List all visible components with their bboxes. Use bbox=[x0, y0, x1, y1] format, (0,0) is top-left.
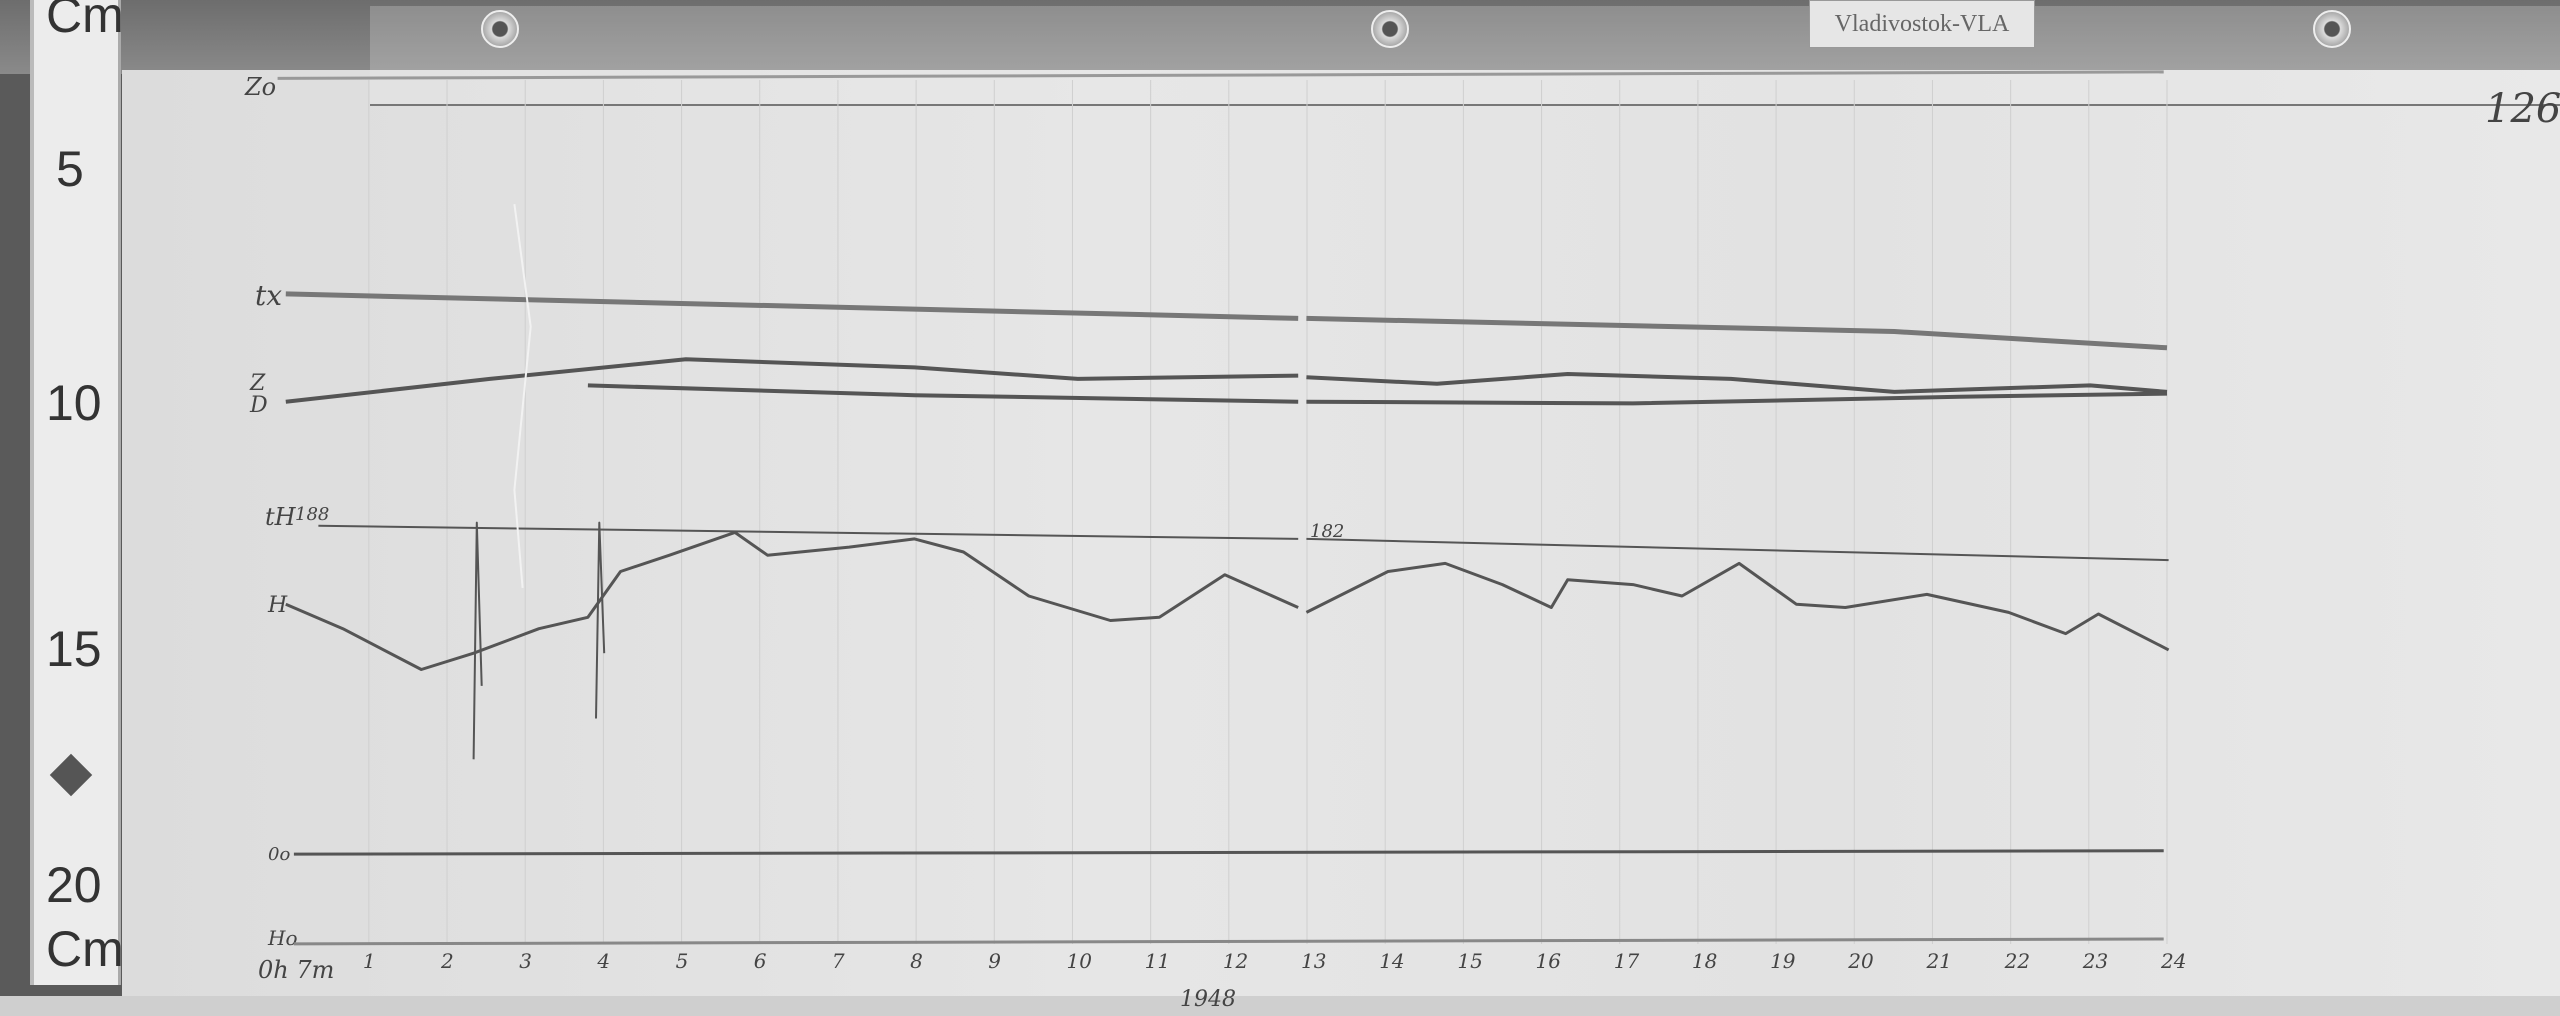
hour-label: 6 bbox=[754, 949, 767, 973]
ruler-unit-top: Cm bbox=[46, 0, 124, 43]
hour-label: 14 bbox=[1379, 949, 1404, 973]
hour-label: 2 bbox=[440, 949, 454, 973]
hour-label: 12 bbox=[1223, 949, 1248, 973]
h0-baseline bbox=[293, 937, 2164, 946]
hour-label: 11 bbox=[1145, 949, 1170, 973]
hour-label: 5 bbox=[676, 949, 689, 973]
label-th: tH bbox=[265, 503, 297, 531]
hour-label: 4 bbox=[596, 949, 610, 973]
z-trace bbox=[285, 357, 1299, 404]
hour-label: 3 bbox=[519, 949, 532, 973]
label-h: H bbox=[267, 593, 288, 618]
scratch-mark bbox=[513, 203, 532, 588]
d0-baseline bbox=[293, 849, 2164, 856]
hour-label: 19 bbox=[1770, 949, 1796, 973]
h-spike bbox=[472, 521, 483, 760]
hour-label: 13 bbox=[1301, 949, 1326, 973]
hour-label: 15 bbox=[1457, 949, 1482, 973]
ruler-mark: 5 bbox=[56, 141, 84, 197]
z0-line bbox=[277, 70, 2164, 80]
screw-icon bbox=[1371, 10, 1409, 48]
screw-icon bbox=[481, 10, 519, 48]
ruler-mark: 20 bbox=[46, 857, 102, 913]
hour-label: 21 bbox=[1925, 949, 1951, 973]
th-baseline bbox=[1306, 537, 2169, 562]
label-tx: tx bbox=[255, 279, 282, 312]
hour-label: 23 bbox=[2082, 949, 2108, 973]
tx-trace bbox=[1306, 315, 2168, 351]
time-start-label: 0h 7m bbox=[258, 956, 334, 984]
sheet-number: 126 bbox=[2485, 86, 2560, 132]
label-th-value: 188 bbox=[295, 504, 329, 525]
tx-trace bbox=[285, 291, 1299, 321]
d-trace bbox=[1306, 391, 2168, 406]
hour-label: 22 bbox=[2004, 949, 2030, 973]
th-baseline bbox=[318, 524, 1299, 540]
mount-board bbox=[0, 0, 2560, 74]
hour-label: 8 bbox=[910, 949, 923, 973]
hour-label: 16 bbox=[1536, 949, 1562, 973]
screw-icon bbox=[2313, 10, 2351, 48]
z-trace bbox=[1306, 372, 2168, 394]
hour-label: 9 bbox=[988, 949, 1001, 973]
magnetogram-paper bbox=[122, 70, 2560, 996]
footer-note: 1948 bbox=[1180, 987, 1236, 1012]
hour-label: 24 bbox=[2160, 949, 2186, 973]
label-h0: Ho bbox=[267, 926, 297, 950]
hour-label: 17 bbox=[1614, 949, 1640, 973]
hour-label: 1 bbox=[363, 949, 376, 973]
label-d0: 0o bbox=[268, 844, 290, 865]
ruler-unit-bottom: Cm bbox=[46, 921, 124, 977]
ruler: Cm 5 10 15 20 Cm bbox=[30, 0, 124, 985]
bottom-edge bbox=[0, 996, 2560, 1016]
d-trace bbox=[587, 383, 1299, 404]
h-spike bbox=[595, 521, 606, 719]
h-trace bbox=[1305, 561, 2170, 652]
label-mid-value: 182 bbox=[1310, 521, 1344, 542]
label-z: Z bbox=[249, 371, 266, 396]
hour-label: 7 bbox=[832, 949, 845, 973]
station-label: Vladivostok-VLA bbox=[1809, 0, 2035, 48]
label-d: D bbox=[249, 393, 268, 418]
h-trace bbox=[285, 530, 1299, 671]
hour-label: 10 bbox=[1066, 949, 1092, 973]
hour-label: 20 bbox=[1847, 949, 1874, 973]
ruler-mark: 10 bbox=[46, 375, 102, 431]
ruler-mark: 15 bbox=[46, 621, 102, 677]
clear-clamp-strip bbox=[370, 6, 2560, 106]
label-z0: Zo bbox=[244, 73, 276, 101]
hour-label: 18 bbox=[1692, 949, 1717, 973]
